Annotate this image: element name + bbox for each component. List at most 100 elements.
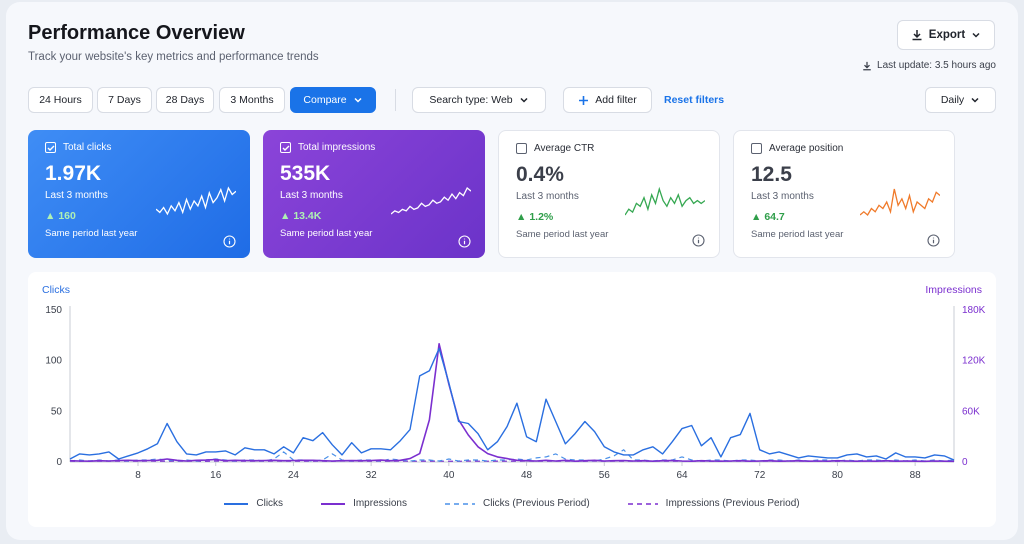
y-right-tick-label: 60K (962, 406, 980, 417)
x-tick-label: 24 (288, 470, 300, 481)
x-tick-label: 64 (676, 470, 688, 481)
metric-delta: 13.4K (293, 210, 322, 222)
sparkline-path (860, 188, 940, 216)
metric-compare: Same period last year (516, 229, 609, 240)
legend-label: Impressions (Previous Period) (665, 498, 800, 509)
metric-delta: 160 (58, 210, 76, 222)
x-tick-label: 40 (443, 470, 455, 481)
up-arrow-icon: ▲ (280, 210, 291, 222)
sparkline-path (156, 186, 236, 216)
y-axis-right-title: Impressions (925, 284, 982, 296)
checkbox-checked-icon[interactable] (45, 142, 56, 153)
metric-label: Total clicks (63, 142, 112, 153)
range-24-hours-button[interactable]: 24 Hours (28, 87, 93, 113)
info-icon[interactable] (927, 234, 940, 247)
compare-button[interactable]: Compare (290, 87, 376, 113)
y-right-tick-label: 120K (962, 356, 986, 367)
search-type-label: Search type: Web (429, 94, 513, 106)
last-update-text: Last update: 3.5 hours ago (877, 60, 996, 71)
performance-chart-card: Clicks Impressions 150 100 50 0 180K 120K 60K 0… (28, 272, 996, 527)
performance-line-chart[interactable]: 150 100 50 0 180K 120K 60K 0 8 16 24 32 40 48 56 64 72 80… (28, 272, 996, 492)
dashboard-frame: Performance Overview Track your website'… (6, 2, 1018, 540)
plus-icon (579, 95, 589, 105)
up-arrow-icon: ▲ (751, 211, 762, 223)
metric-period: Last 3 months (45, 190, 108, 201)
legend-label: Impressions (353, 498, 407, 509)
metric-compare: Same period last year (751, 229, 844, 240)
sparkline (391, 186, 471, 215)
download-icon (863, 61, 871, 70)
metric-value: 1.97K (45, 162, 102, 185)
search-type-select[interactable]: Search type: Web (412, 87, 546, 113)
metric-card-total-impressions[interactable]: Total impressions 535K Last 3 months ▲ 1… (263, 130, 485, 258)
export-label: Export (928, 29, 966, 41)
y-right-tick-label: 180K (962, 305, 986, 316)
add-filter-label: Add filter (595, 94, 637, 106)
export-button[interactable]: Export (897, 20, 995, 50)
metric-card-total-clicks[interactable]: Total clicks 1.97K Last 3 months ▲ 160 S… (28, 130, 250, 258)
metric-card-average-position[interactable]: Average position 12.5 Last 3 months ▲ 64… (733, 130, 955, 258)
legend-item-impressions-previous[interactable]: Impressions (Previous Period) (627, 498, 800, 509)
metric-card-average-ctr[interactable]: Average CTR 0.4% Last 3 months ▲ 1.2% Sa… (498, 130, 720, 258)
x-tick-label: 8 (135, 470, 141, 481)
granularity-label: Daily (940, 94, 965, 106)
metric-delta: 1.2% (529, 211, 554, 223)
sparkline (625, 186, 705, 216)
filter-divider (395, 89, 396, 111)
metric-compare: Same period last year (45, 228, 138, 239)
info-icon[interactable] (458, 235, 471, 248)
metric-value: 535K (280, 162, 331, 185)
info-icon[interactable] (692, 234, 705, 247)
chevron-down-icon (354, 97, 362, 103)
series-impressions (69, 343, 955, 463)
sparkline (156, 186, 236, 216)
up-arrow-icon: ▲ (45, 210, 56, 222)
checkbox-unchecked-icon[interactable] (516, 143, 527, 154)
x-tick-label: 88 (910, 470, 922, 481)
series-clicks (69, 347, 955, 461)
range-7-days-button[interactable]: 7 Days (97, 87, 152, 113)
legend-item-clicks[interactable]: Clicks (224, 498, 283, 509)
up-arrow-icon: ▲ (516, 211, 527, 223)
metric-compare: Same period last year (280, 228, 373, 239)
x-tick-label: 72 (754, 470, 766, 481)
metric-period: Last 3 months (751, 191, 814, 202)
compare-label: Compare (303, 94, 347, 106)
download-icon (912, 30, 922, 41)
legend-label: Clicks (Previous Period) (482, 498, 590, 509)
chart-legend: Clicks Impressions Clicks (Previous Peri… (28, 498, 996, 509)
metric-label: Total impressions (298, 142, 376, 153)
legend-item-impressions[interactable]: Impressions (321, 498, 407, 509)
x-tick-label: 56 (599, 470, 611, 481)
checkbox-unchecked-icon[interactable] (751, 143, 762, 154)
metric-label: Average CTR (534, 143, 595, 154)
page-subtitle: Track your website's key metrics and per… (28, 51, 319, 63)
reset-filters-link[interactable]: Reset filters (664, 94, 725, 106)
granularity-select[interactable]: Daily (925, 87, 996, 113)
metric-delta: 64.7 (764, 211, 785, 223)
sparkline-path (391, 186, 471, 215)
x-tick-label: 32 (366, 470, 378, 481)
info-icon[interactable] (223, 235, 236, 248)
metric-period: Last 3 months (280, 190, 343, 201)
legend-item-clicks-previous[interactable]: Clicks (Previous Period) (444, 498, 590, 509)
y-left-tick-label: 50 (51, 406, 63, 417)
x-tick-label: 16 (210, 470, 222, 481)
last-update: Last update: 3.5 hours ago (862, 60, 996, 71)
chevron-down-icon (520, 97, 528, 103)
metric-value: 12.5 (751, 163, 792, 186)
range-28-days-button[interactable]: 28 Days (156, 87, 214, 113)
add-filter-button[interactable]: Add filter (563, 87, 652, 113)
y-left-tick-label: 100 (45, 356, 62, 367)
metric-period: Last 3 months (516, 191, 579, 202)
checkbox-checked-icon[interactable] (280, 142, 291, 153)
x-tick-label: 80 (832, 470, 844, 481)
range-3-months-button[interactable]: 3 Months (219, 87, 285, 113)
metric-value: 0.4% (516, 163, 564, 186)
sparkline (860, 188, 940, 216)
page-title: Performance Overview (28, 22, 245, 44)
y-axis-left-title: Clicks (42, 284, 70, 296)
y-right-tick-label: 0 (962, 457, 968, 468)
chevron-down-icon (972, 32, 980, 38)
y-left-tick-label: 150 (45, 305, 62, 316)
